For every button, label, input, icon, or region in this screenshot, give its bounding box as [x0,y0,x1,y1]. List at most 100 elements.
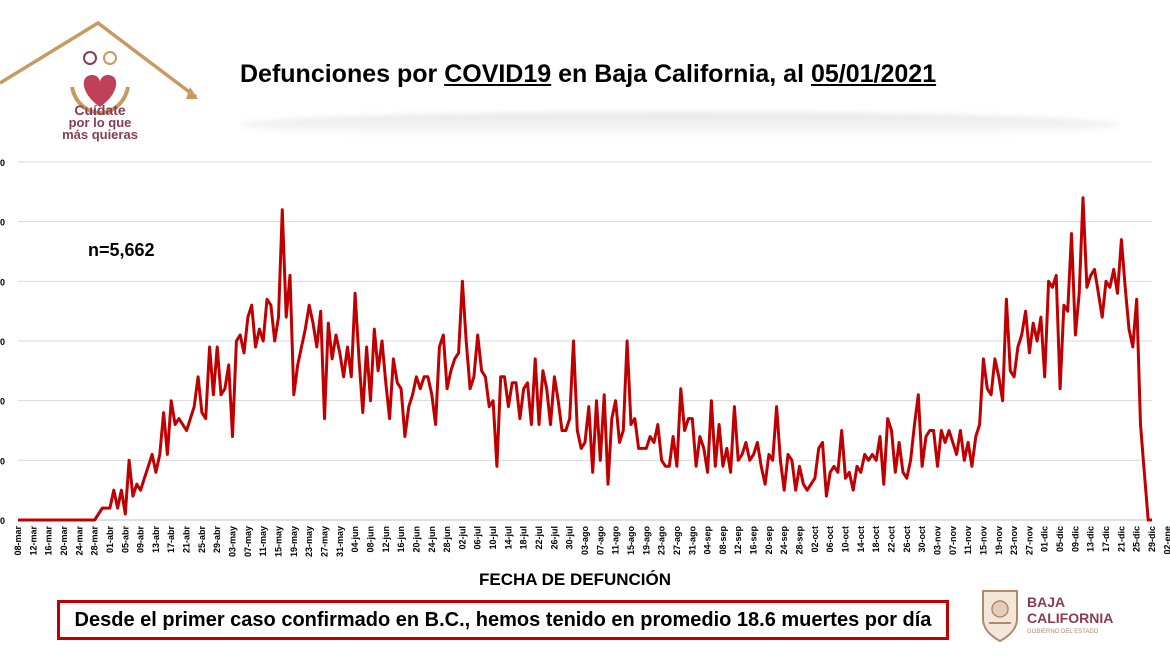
logo-right-line-1: BAJA [1027,594,1065,610]
x-tick-label-20-jun: 20-jun [411,526,421,553]
n-annotation: n=5,662 [88,240,155,260]
x-tick-label-15-nov: 15-nov [978,526,988,555]
x-tick-label-13-abr: 13-abr [151,526,161,554]
x-tick-label-21-dic: 21-dic [1116,526,1126,552]
x-tick-label-19-ago: 19-ago [641,526,651,556]
x-tick-label-08-sep: 08-sep [718,526,728,555]
x-tick-label-12-mar: 12-mar [28,526,38,556]
deaths-line-chart: 0 0 0 0 0 0 0 08-mar 12-mar 16-mar 20-mar 24-mar 28… [0,158,1170,589]
x-tick-label-01-dic: 01-dic [1040,526,1050,552]
x-tick-label-07-ago: 07-ago [595,526,605,556]
x-tick-label-08-jun: 08-jun [365,526,375,553]
x-tick-label-11-ago: 11-ago [611,526,621,555]
x-tick-label-03-may: 03-may [228,526,238,557]
x-tick-label-06-oct: 06-oct [825,526,835,553]
baja-california-logo: BAJA CALIFORNIA GOBIERNO DEL ESTADO [982,590,1113,643]
x-tick-label-18-oct: 18-oct [871,526,881,553]
x-tick-label-17-abr: 17-abr [166,526,176,554]
x-tick-label-28-jun: 28-jun [442,526,452,553]
coat-of-arms-icon [982,590,1018,643]
roof-line [0,20,198,99]
y-tick-label-30: 0 [0,337,5,347]
x-tick-label-15-ago: 15-ago [626,526,636,556]
x-tick-label-29-dic: 29-dic [1147,526,1157,552]
title-part-2: COVID19 [444,60,552,88]
x-tick-label-02-oct: 02-oct [810,526,820,553]
title-part-4: 05/01/2021 [810,60,937,88]
y-tick-label-20: 0 [0,397,5,407]
x-tick-label-17-dic: 17-dic [1101,526,1111,552]
x-tick-label-21-abr: 21-abr [182,526,192,554]
x-tick-label-04-jun: 04-jun [350,526,360,553]
x-tick-label-18-jul: 18-jul [519,526,529,550]
logo-right-line-3: GOBIERNO DEL ESTADO [1027,629,1099,635]
x-tick-label-02-jul: 02-jul [457,526,467,550]
y-axis-ticks: 0 0 0 0 0 0 0 [0,158,5,526]
roof-arrow-tip [186,87,198,99]
x-tick-label-25-dic: 25-dic [1132,526,1142,552]
note-text: Desde el primer caso confirmado en B.C.,… [74,608,932,631]
x-tick-label-27-may: 27-may [319,526,329,557]
x-tick-label-04-sep: 04-sep [703,526,713,555]
x-tick-label-09-abr: 09-abr [136,526,146,554]
x-tick-label-14-oct: 14-oct [856,526,866,553]
x-tick-label-10-jul: 10-jul [488,526,498,550]
x-tick-label-30-jul: 30-jul [565,526,575,550]
x-tick-label-26-jul: 26-jul [549,526,559,550]
x-tick-label-07-may: 07-may [243,526,253,557]
heart-icon [83,75,117,107]
x-tick-label-10-oct: 10-oct [841,526,851,553]
x-tick-label-06-jul: 06-jul [473,526,483,550]
x-tick-label-29-abr: 29-abr [212,526,222,554]
x-tick-label-19-nov: 19-nov [994,526,1004,555]
x-tick-label-19-may: 19-may [289,526,299,557]
x-tick-label-14-jul: 14-jul [503,526,513,550]
x-tick-label-08-mar: 08-mar [13,526,23,556]
x-tick-label-13-dic: 13-dic [1086,526,1096,552]
y-tick-label-50: 0 [0,218,5,228]
x-tick-label-31-may: 31-may [335,526,345,557]
x-tick-label-23-ago: 23-ago [657,526,667,556]
chart-grid [18,161,1152,521]
series-line-deaths [18,196,1152,522]
x-tick-label-12-jun: 12-jun [381,526,391,553]
person-head-right [103,51,117,65]
x-tick-label-20-mar: 20-mar [59,526,69,556]
x-tick-label-12-sep: 12-sep [733,526,743,555]
x-tick-label-27-nov: 27-nov [1024,526,1034,555]
x-tick-label-28-mar: 28-mar [90,526,100,556]
x-tick-label-07-nov: 07-nov [948,526,958,555]
logo-line-2: por lo que [69,115,132,130]
x-tick-label-22-oct: 22-oct [886,526,896,553]
x-tick-label-16-mar: 16-mar [44,526,54,556]
x-tick-label-23-may: 23-may [304,526,314,557]
x-tick-label-22-jul: 22-jul [534,526,544,550]
person-head-left [83,51,97,65]
x-tick-label-11-may: 11-may [258,526,268,557]
cuidate-logo: Cuídate por lo que más quieras [0,20,198,142]
x-tick-label-25-abr: 25-abr [197,526,207,554]
x-tick-label-16-jun: 16-jun [396,526,406,553]
x-tick-label-15-may: 15-may [274,526,284,557]
y-tick-label-40: 0 [0,277,5,287]
x-tick-label-16-sep: 16-sep [749,526,759,555]
x-tick-label-20-sep: 20-sep [764,526,774,555]
x-tick-label-01-abr: 01-abr [105,526,115,554]
x-tick-label-05-abr: 05-abr [120,526,130,554]
y-tick-label-10: 0 [0,456,5,466]
title-part-3: en Baja California, al [551,60,811,88]
page-title: Defunciones por COVID19 en Baja Californ… [240,60,936,89]
logo-right-line-2: CALIFORNIA [1027,610,1113,626]
x-tick-label-24-mar: 24-mar [74,526,84,556]
x-tick-label-09-dic: 09-dic [1070,526,1080,552]
x-tick-label-24-sep: 24-sep [779,526,789,555]
x-tick-label-23-nov: 23-nov [1009,526,1019,555]
average-deaths-note: Desde el primer caso confirmado en B.C.,… [57,600,949,640]
y-tick-label-0: 0 [0,516,5,526]
x-tick-label-26-oct: 26-oct [902,526,912,553]
x-tick-label-27-ago: 27-ago [672,526,682,556]
x-tick-label-03-ago: 03-ago [580,526,590,556]
x-axis-label: FECHA DE DEFUNCIÓN [479,570,671,589]
x-tick-label-24-jun: 24-jun [427,526,437,553]
x-tick-label-03-nov: 03-nov [932,526,942,555]
